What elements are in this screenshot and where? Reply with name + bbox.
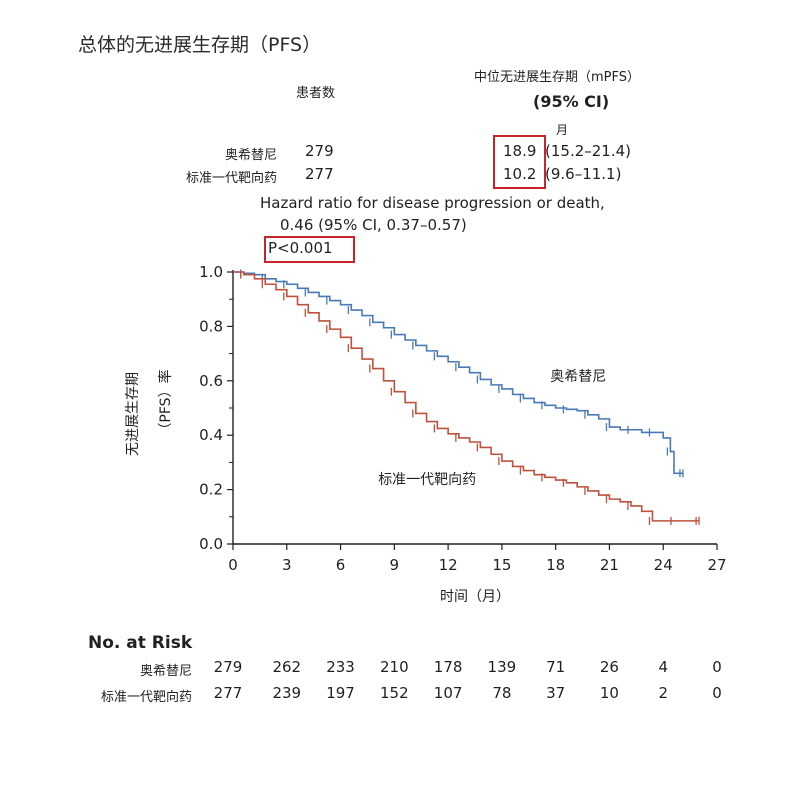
x-tick-label: 21	[600, 556, 619, 574]
group-n-osimertinib: 279	[305, 142, 334, 160]
y-tick-label: 0.6	[199, 372, 223, 390]
x-axis-label: 时间（月）	[440, 589, 510, 605]
series-osimertinib	[233, 269, 684, 478]
median-pfs-header: 中位无进展生存期（mPFS）	[474, 70, 641, 85]
risk-cell: 4	[658, 658, 668, 676]
figure-title: 总体的无进展生存期（PFS）	[78, 34, 322, 56]
risk-cell: 37	[546, 684, 566, 702]
x-tick-label: 3	[282, 556, 292, 574]
series-standard-egfr-tki	[233, 270, 700, 525]
median-highlight-box	[493, 135, 546, 189]
risk-cell: 279	[213, 658, 243, 676]
km-chart: 0.0 0.2 0.4 0.6 0.8 1.0 0 3 6 9 12 15 18 21 24 27 时间（月）…	[125, 263, 727, 605]
x-tick-label: 15	[492, 556, 511, 574]
risk-cell: 233	[326, 658, 355, 676]
risk-cell: 0	[712, 684, 722, 702]
survival-curve	[233, 271, 683, 475]
hazard-ratio-line2: 0.46 (95% CI, 0.37–0.57)	[280, 216, 467, 234]
x-tick-label: 12	[439, 556, 458, 574]
group-median-osimertinib: 18.9	[503, 142, 537, 160]
risk-cell: 277	[213, 684, 243, 702]
risk-cell: 26	[599, 658, 619, 676]
hazard-ratio-line1: Hazard ratio for disease progression or …	[260, 194, 605, 212]
p-value: P<0.001	[268, 239, 333, 257]
x-tick-label: 18	[546, 556, 565, 574]
y-axis-label: 无进展生存期	[125, 372, 141, 456]
risk-row-label: 标准一代靶向药	[100, 690, 192, 705]
patients-header: 患者数	[296, 86, 336, 101]
group-label-osimertinib: 奥希替尼	[224, 148, 277, 163]
group-n-standard-egfr-tki: 277	[305, 165, 334, 183]
risk-cell: 107	[433, 684, 463, 702]
curve-label-osimertinib: 奥希替尼	[550, 368, 606, 385]
curve-label-standard-egfr-tki: 标准一代靶向药	[378, 472, 476, 488]
y-axis-label: （PFS）率	[157, 369, 174, 436]
group-ci-osimertinib: (15.2–21.4)	[545, 142, 632, 160]
risk-row-label: 奥希替尼	[139, 664, 192, 679]
y-tick-label: 0.2	[199, 481, 223, 499]
ci-header: (95% CI)	[533, 92, 610, 111]
risk-cell: 2	[658, 684, 668, 702]
month-header: 月	[556, 123, 569, 137]
x-tick-label: 0	[228, 556, 238, 574]
y-tick-label: 0.0	[199, 535, 223, 553]
risk-cell: 78	[492, 684, 512, 702]
x-tick-label: 9	[390, 556, 400, 574]
risk-cell: 178	[433, 658, 463, 676]
risk-cell: 10	[599, 684, 619, 702]
group-label-standard-egfr-tki: 标准一代靶向药	[185, 171, 277, 186]
risk-cell: 0	[712, 658, 722, 676]
p-value-highlight-box	[264, 236, 355, 263]
risk-cell: 152	[380, 684, 409, 702]
y-tick-label: 0.8	[199, 317, 223, 335]
risk-cell: 262	[272, 658, 302, 676]
y-tick-label: 0.4	[199, 426, 223, 444]
x-tick-label: 27	[707, 556, 726, 574]
group-median-standard-egfr-tki: 10.2	[503, 165, 537, 183]
risk-cell: 210	[380, 658, 409, 676]
survival-curve	[233, 271, 700, 522]
risk-cell: 71	[546, 658, 566, 676]
risk-cell: 239	[272, 684, 302, 702]
y-tick-label: 1.0	[199, 263, 223, 281]
risk-table-title: No. at Risk	[88, 633, 193, 653]
x-tick-label: 6	[336, 556, 346, 574]
x-tick-label: 24	[654, 556, 673, 574]
risk-cell: 139	[487, 658, 517, 676]
group-ci-standard-egfr-tki: (9.6–11.1)	[545, 165, 622, 183]
risk-cell: 197	[326, 684, 355, 702]
